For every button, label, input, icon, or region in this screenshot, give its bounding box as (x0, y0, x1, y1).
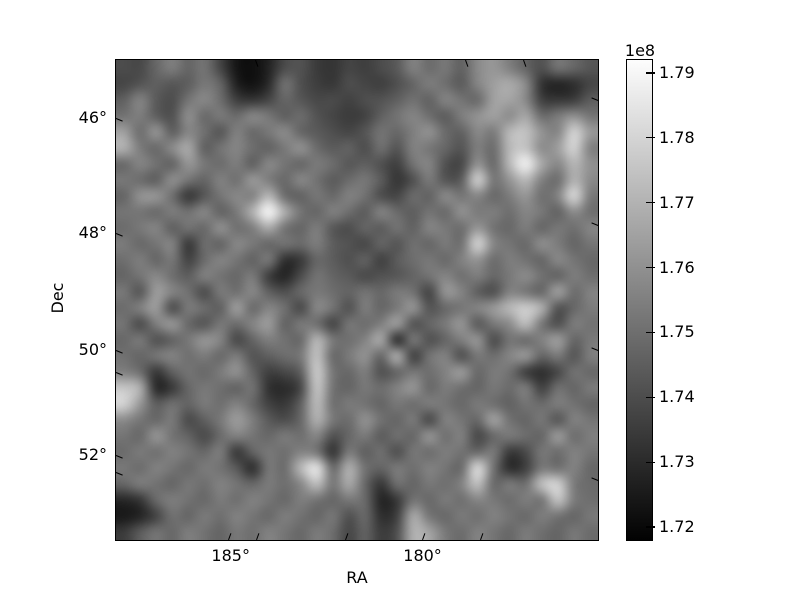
x-tick-label: 185° (211, 546, 250, 565)
colorbar-tick-label: 1.77 (659, 192, 695, 212)
colorbar-tick-label: 1.74 (659, 387, 695, 407)
colorbar-offset-label: 1e8 (624, 41, 656, 60)
y-tick-label: 50° (78, 339, 107, 359)
colorbar-tick-label: 1.73 (659, 452, 695, 472)
colorbar-tick (646, 72, 655, 74)
y-tick-label: 52° (78, 445, 107, 465)
y-tick-label: 46° (78, 108, 107, 128)
colorbar-tick-label: 1.75 (659, 322, 695, 342)
colorbar-tick (646, 526, 655, 528)
heatmap-image (116, 60, 598, 540)
x-axis-label: RA (346, 568, 368, 587)
y-tick-label: 48° (78, 222, 107, 242)
colorbar-tick (646, 461, 655, 463)
colorbar-tick (646, 266, 655, 269)
colorbar-tick-label: 1.79 (659, 62, 695, 82)
colorbar-tick-label: 1.76 (659, 257, 695, 277)
colorbar-tick (646, 202, 655, 204)
colorbar-tick (646, 137, 655, 139)
colorbar (626, 59, 653, 541)
colorbar-tick (646, 396, 655, 398)
colorbar-tick (646, 331, 655, 334)
colorbar-tick-label: 1.72 (659, 517, 695, 537)
colorbar-tick-label: 1.78 (659, 127, 695, 147)
y-axis-label: Dec (48, 282, 67, 314)
x-tick-label: 180° (403, 546, 442, 565)
